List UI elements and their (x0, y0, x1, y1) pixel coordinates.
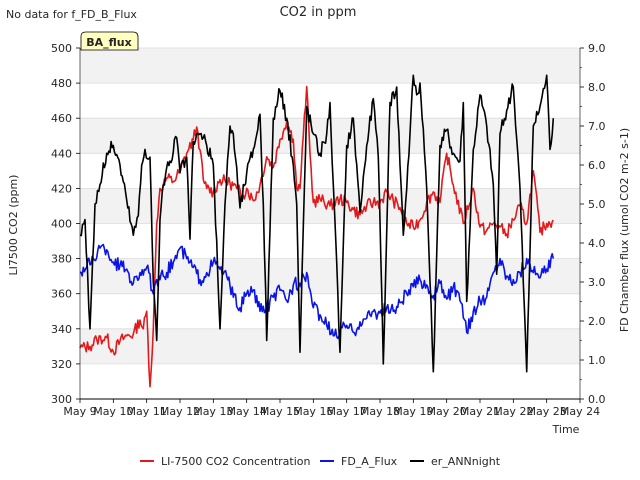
x-tick-label: May 20 (427, 405, 467, 418)
legend-item-er-annnight: er_ANNnight (410, 455, 501, 468)
no-data-note: No data for f_FD_B_Flux (6, 8, 137, 21)
series-layer (79, 74, 555, 388)
y-left-tick-label: 380 (51, 253, 72, 266)
plot-bands (80, 48, 580, 364)
y-axis-right-label: FD Chamber flux (umol CO2 m-2 s-1) (618, 128, 631, 332)
y-left-tick-label: 420 (51, 182, 72, 195)
x-axis-label: Time (552, 423, 580, 436)
y-left-tick-label: 360 (51, 288, 72, 301)
y-right-tick-label: 3.0 (588, 276, 606, 289)
y-left-tick-label: 460 (51, 112, 72, 125)
y-left-tick-label: 400 (51, 218, 72, 231)
ba-flux-badge: BA_flux (80, 31, 139, 51)
y-left-tick-label: 320 (51, 358, 72, 371)
axes (76, 47, 584, 403)
x-tick-label: May 21 (460, 405, 500, 418)
y-right-tick-label: 2.0 (588, 315, 606, 328)
plot-band (80, 48, 580, 84)
y-left-tick-label: 340 (51, 323, 72, 336)
x-tick-label: May 11 (127, 405, 167, 418)
y-axis-left-label: LI7500 CO2 (ppm) (7, 175, 20, 276)
x-tick-label: May 22 (493, 405, 533, 418)
x-tick-label: May 19 (393, 405, 433, 418)
y-right-tick-label: 7.0 (588, 120, 606, 133)
x-tick-label: May 15 (260, 405, 300, 418)
x-tick-label: May 9 (63, 405, 96, 418)
legend-label-co2: LI-7500 CO2 Concentration (161, 455, 311, 468)
y-right-tick-label: 1.0 (588, 354, 606, 367)
x-tick-label: May 13 (193, 405, 233, 418)
y-right-tick-labels: 0.0 1.0 2.0 3.0 4.0 5.0 6.0 7.0 8.0 9.0 (588, 42, 606, 406)
y-right-tick-label: 6.0 (588, 159, 606, 172)
legend: LI-7500 CO2 Concentration FD_A_Flux er_A… (140, 455, 501, 468)
x-tick-label: May 23 (527, 405, 567, 418)
x-tick-label: May 16 (293, 405, 333, 418)
series-line-er-annnight (79, 74, 555, 373)
series-line-li-7500-co2-concentration (79, 85, 554, 388)
y-left-tick-label: 500 (51, 42, 72, 55)
y-right-tick-label: 9.0 (588, 42, 606, 55)
x-tick-label: May 14 (227, 405, 267, 418)
x-tick-label: May 18 (360, 405, 400, 418)
y-left-tick-label: 440 (51, 147, 72, 160)
legend-label-fd-a-flux: FD_A_Flux (341, 455, 398, 468)
x-tick-label: May 17 (327, 405, 367, 418)
y-right-tick-label: 4.0 (588, 237, 606, 250)
chart-title: CO2 in ppm (280, 5, 357, 20)
legend-item-co2: LI-7500 CO2 Concentration (140, 455, 311, 468)
y-right-tick-label: 8.0 (588, 81, 606, 94)
legend-label-er-annnight: er_ANNnight (431, 455, 501, 468)
x-tick-label: May 24 (560, 405, 600, 418)
legend-item-fd-a-flux: FD_A_Flux (320, 455, 398, 468)
x-tick-label: May 12 (160, 405, 200, 418)
y-left-tick-label: 480 (51, 77, 72, 90)
x-tick-label: May 10 (93, 405, 133, 418)
y-right-tick-label: 5.0 (588, 198, 606, 211)
y-left-tick-label: 300 (51, 393, 72, 406)
y-left-tick-labels: 300 320 340 360 380 400 420 440 460 480 500 (51, 42, 72, 406)
ba-flux-badge-label: BA_flux (86, 36, 131, 49)
ba-flux-badge-box (80, 31, 139, 51)
y-right-tick-label: 0.0 (588, 393, 606, 406)
